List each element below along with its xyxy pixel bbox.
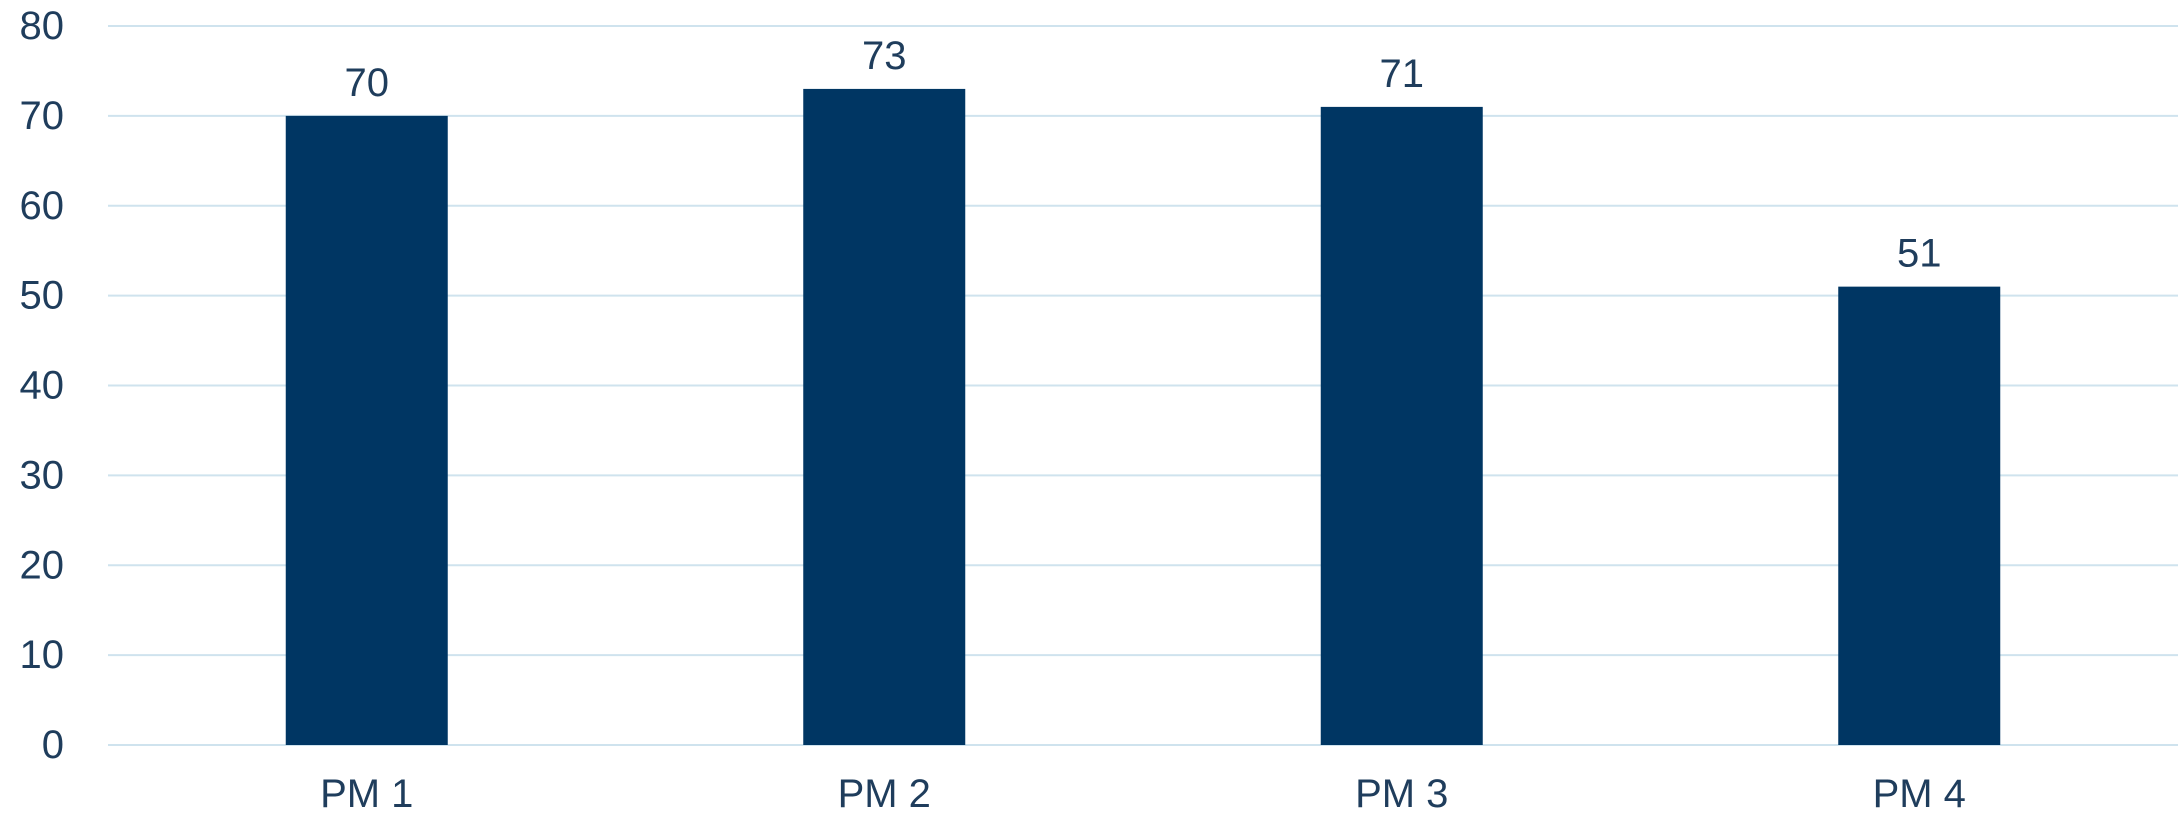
data-labels: 70 73 71 51 — [345, 34, 1942, 276]
x-tick-label: PM 1 — [320, 772, 413, 816]
data-label: 70 — [345, 61, 390, 105]
x-tick-label: PM 2 — [838, 772, 931, 816]
bars — [285, 88, 2001, 746]
y-axis-tick-labels: 0 10 20 30 40 50 60 70 80 — [20, 4, 65, 767]
y-tick-label: 10 — [20, 633, 65, 677]
y-tick-label: 70 — [20, 94, 65, 138]
x-axis-tick-labels: PM 1 PM 2 PM 3 PM 4 — [320, 772, 1966, 816]
y-tick-label: 20 — [20, 543, 65, 587]
y-tick-label: 0 — [42, 723, 64, 767]
gridlines — [108, 25, 2178, 746]
y-tick-label: 30 — [20, 453, 65, 497]
bar-pm-4 — [1838, 286, 2001, 745]
data-label: 71 — [1380, 52, 1425, 96]
x-tick-label: PM 3 — [1355, 772, 1448, 816]
bar-pm-1 — [285, 115, 448, 745]
data-label: 51 — [1897, 232, 1942, 276]
x-tick-label: PM 4 — [1873, 772, 1966, 816]
y-tick-label: 50 — [20, 274, 65, 318]
y-tick-label: 40 — [20, 364, 65, 408]
data-label: 73 — [862, 34, 907, 78]
y-tick-label: 60 — [20, 184, 65, 228]
bar-pm-2 — [803, 88, 966, 746]
bar-pm-3 — [1320, 106, 1483, 745]
y-tick-label: 80 — [20, 4, 65, 48]
